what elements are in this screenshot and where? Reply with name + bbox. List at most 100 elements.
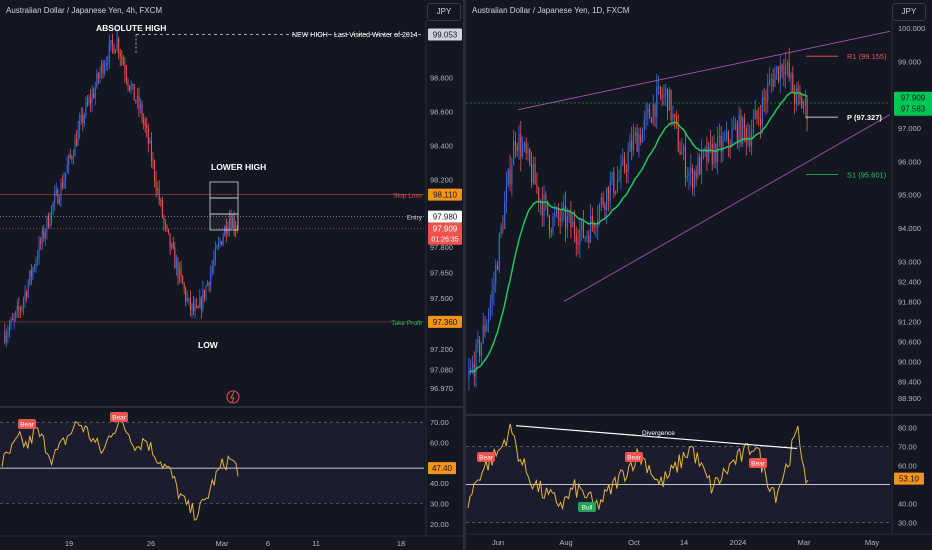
right-time-tick: Jun xyxy=(492,538,504,547)
right-candle-body xyxy=(606,187,608,211)
right-rsi-tick: 60.00 xyxy=(898,462,917,471)
right-candle-body xyxy=(679,150,681,155)
pane-divider[interactable] xyxy=(463,0,466,550)
left-candle-body xyxy=(65,172,67,181)
left-rsi-value: 47.40 xyxy=(432,464,453,473)
right-rsi-value-bg xyxy=(894,472,924,485)
left-time-tick: 26 xyxy=(147,539,155,548)
right-price-tick: 95.000 xyxy=(898,191,921,200)
right-candle-body xyxy=(686,175,688,178)
right-chart-pane[interactable]: Australian Dollar / Japanese Yen, 1D, FX… xyxy=(466,0,932,550)
left-candle-body xyxy=(161,200,163,217)
right-candle-body xyxy=(731,129,733,147)
right-candle-body xyxy=(640,134,642,143)
right-bear-tag-1-bg xyxy=(477,452,495,462)
right-candle-body xyxy=(493,283,495,292)
right-candle-body xyxy=(752,119,754,133)
left-price-tick: 98.800 xyxy=(430,73,453,82)
right-candle-body xyxy=(564,205,567,229)
left-candle-body xyxy=(29,270,31,284)
right-candle-body xyxy=(620,164,622,179)
right-candle-body xyxy=(799,91,801,98)
pivot-p-label: P (97.327) xyxy=(847,113,882,122)
right-time-tick: Mar xyxy=(798,538,811,547)
right-candle-body xyxy=(477,339,479,344)
left-candle-body xyxy=(62,183,63,188)
left-candle-body xyxy=(38,241,40,259)
right-candle-body xyxy=(572,221,574,228)
left-bear-tag-1: Bear xyxy=(20,422,35,429)
left-candle-body xyxy=(111,40,113,45)
right-chart-svg[interactable]: 100.00099.00098.00097.00096.00095.00094.… xyxy=(466,0,932,550)
right-price-tick: 99.000 xyxy=(898,57,921,66)
left-candle-body xyxy=(168,229,170,234)
right-candle-body xyxy=(765,99,767,101)
left-candle-body xyxy=(232,218,234,229)
left-candle-body xyxy=(138,95,140,109)
right-candle-body xyxy=(652,104,654,123)
left-candle-body xyxy=(210,272,212,286)
right-candle-body xyxy=(598,204,601,220)
left-chart-svg[interactable]: 98.80098.60098.40098.20098.00097.80097.6… xyxy=(0,0,463,550)
left-candle-body xyxy=(69,155,71,157)
right-candle-body xyxy=(468,371,470,378)
right-candle-body xyxy=(520,134,522,157)
right-currency-button[interactable]: JPY xyxy=(892,3,926,21)
current-price-label: 97.909 xyxy=(433,225,458,234)
right-candle-body xyxy=(489,302,491,315)
left-candle-body xyxy=(119,53,121,57)
new-high-annotation: NEW HIGH - Last Visited Winter of 2014 xyxy=(292,32,418,39)
left-candle-body xyxy=(76,138,78,146)
right-candle-body xyxy=(604,205,606,211)
right-candle-body xyxy=(717,136,719,163)
right-candle-body xyxy=(509,169,511,185)
right-price-label-top: 97.909 xyxy=(901,94,926,103)
right-candle-body xyxy=(693,171,695,189)
right-candle-body xyxy=(797,88,799,92)
lower-high-annotation: LOWER HIGH xyxy=(211,162,266,172)
right-candle-body xyxy=(496,265,499,270)
left-candle-body xyxy=(211,266,213,273)
left-candle-body xyxy=(57,189,59,204)
left-high-label: 99.053 xyxy=(433,30,458,39)
right-candle-body xyxy=(801,97,803,109)
right-candle-body xyxy=(570,212,572,228)
left-currency-button[interactable]: JPY xyxy=(427,3,461,21)
right-rsi-value: 53.10 xyxy=(899,475,920,484)
left-candle-body xyxy=(47,216,49,227)
left-candle-body xyxy=(160,200,162,202)
right-candle-body xyxy=(541,200,543,217)
right-candle-body xyxy=(763,97,765,100)
right-candle-body xyxy=(600,197,602,205)
left-candle-body xyxy=(164,222,166,226)
take-profit-label: 97.360 xyxy=(433,318,458,327)
right-candle-body xyxy=(591,215,593,223)
right-candle-body xyxy=(754,110,756,120)
left-chart-pane[interactable]: Australian Dollar / Japanese Yen, 4h, FX… xyxy=(0,0,463,550)
right-candle-body xyxy=(473,363,475,377)
right-candle-body xyxy=(573,221,576,235)
entry-label-bg xyxy=(428,210,462,223)
right-candle-body xyxy=(722,139,724,153)
right-rsi-tick: 80.00 xyxy=(898,424,917,433)
left-bear-tag-2: Bear xyxy=(112,415,127,422)
left-candle-body xyxy=(183,284,185,289)
right-candle-body xyxy=(779,64,781,81)
left-candle-body xyxy=(32,268,34,277)
left-candle-body xyxy=(235,229,237,231)
left-candle-body xyxy=(219,241,221,243)
left-candle-body xyxy=(55,189,57,194)
right-candle-body xyxy=(581,220,583,231)
left-candle-body xyxy=(121,56,123,59)
left-candle-body xyxy=(12,319,14,321)
right-candle-body xyxy=(699,157,701,175)
divergence-label: Divergence xyxy=(642,430,675,437)
right-candle-body xyxy=(666,88,669,111)
left-candle-body xyxy=(83,115,85,124)
right-candle-body xyxy=(602,197,604,206)
right-candle-body xyxy=(622,158,624,165)
left-candle-body xyxy=(15,311,17,318)
right-candle-body xyxy=(695,171,697,178)
right-price-tick: 94.000 xyxy=(898,224,921,233)
left-candle-body xyxy=(23,299,24,307)
